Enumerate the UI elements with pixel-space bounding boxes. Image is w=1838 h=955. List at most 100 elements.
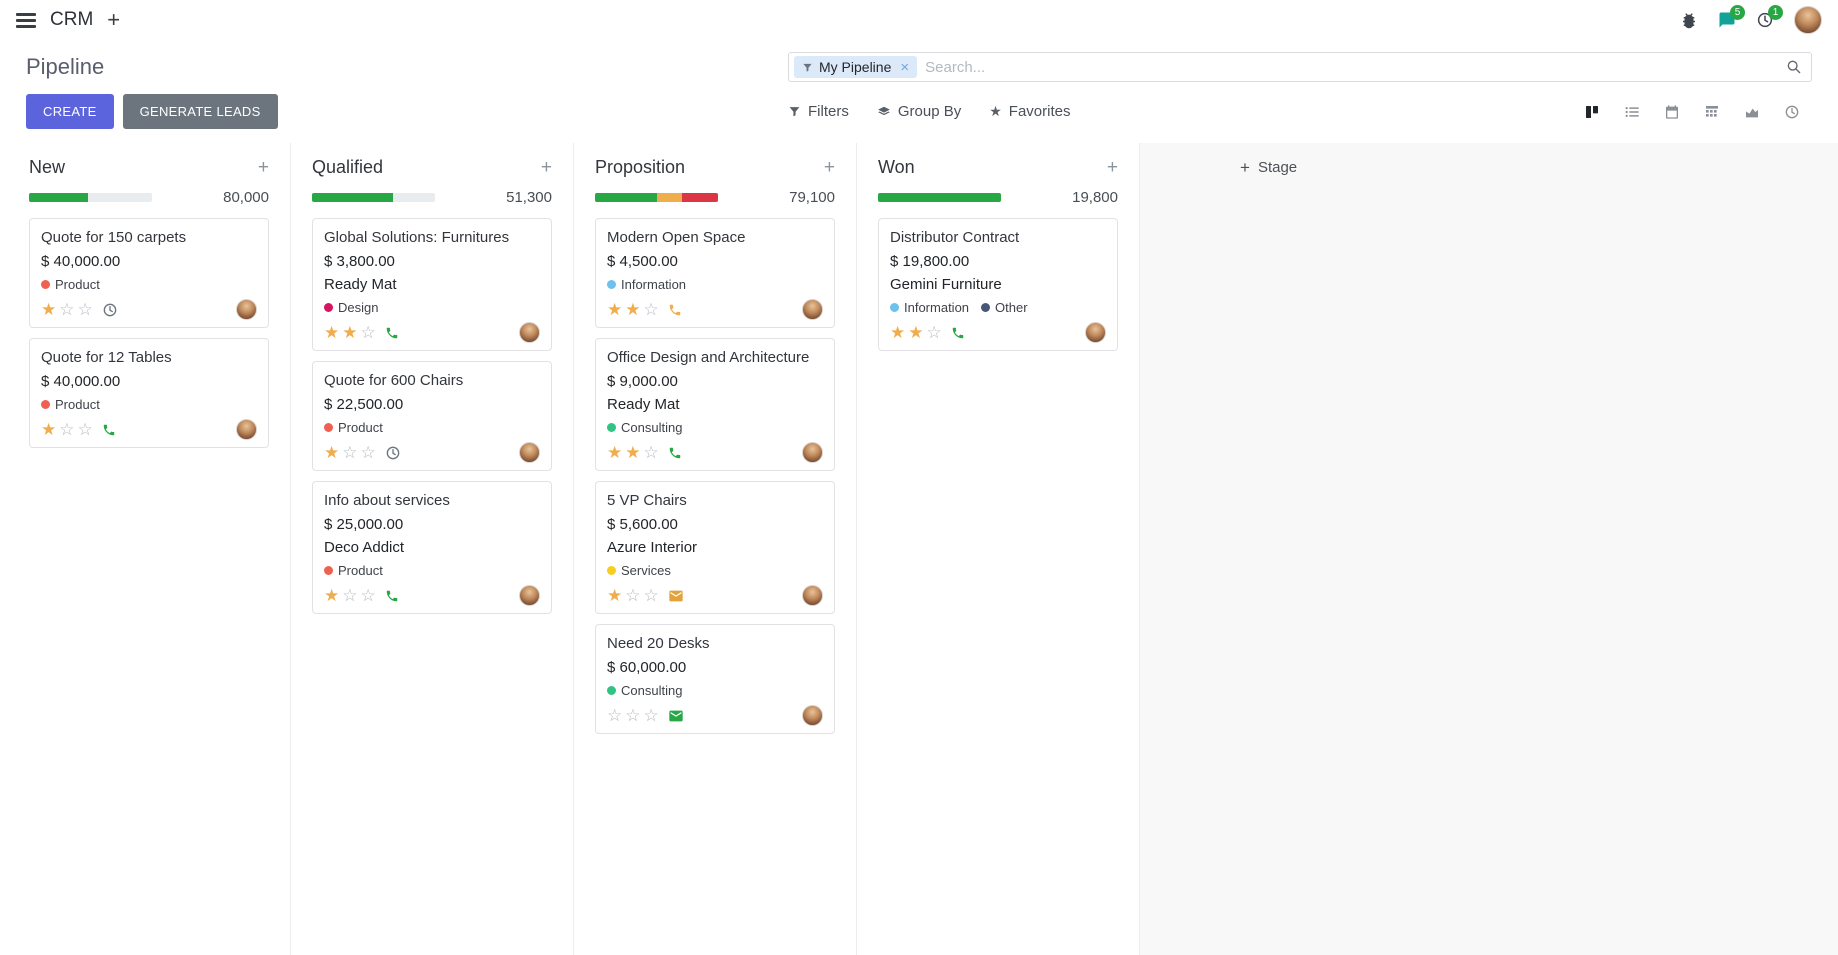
- column-won: Won + 19,800 Distributor Contract $ 19,8…: [857, 143, 1140, 955]
- salesperson-avatar[interactable]: [519, 585, 540, 606]
- salesperson-avatar[interactable]: [802, 705, 823, 726]
- priority-stars[interactable]: ☆ ☆ ☆: [607, 706, 659, 725]
- envelope-icon[interactable]: [668, 708, 684, 724]
- activity-clock-icon[interactable]: 1: [1756, 5, 1783, 29]
- add-stage-area: + Stage: [1140, 143, 1838, 955]
- user-avatar[interactable]: [1794, 6, 1822, 34]
- search-facet-my-pipeline[interactable]: My Pipeline ×: [794, 56, 918, 78]
- card-title: Need 20 Desks: [607, 635, 710, 652]
- plus-icon: +: [1240, 158, 1250, 177]
- kanban-card[interactable]: Office Design and Architecture $ 9,000.0…: [595, 338, 835, 471]
- clock-icon[interactable]: [385, 445, 401, 461]
- card-title: Distributor Contract: [890, 229, 1020, 246]
- tag: Consulting: [607, 420, 682, 435]
- kanban-card[interactable]: Global Solutions: Furnitures $ 3,800.00 …: [312, 218, 552, 351]
- kanban-card[interactable]: Info about services $ 25,000.00 Deco Add…: [312, 481, 552, 614]
- kanban-card[interactable]: Distributor Contract $ 19,800.00 Gemini …: [878, 218, 1118, 351]
- card-amount: $ 5,600.00: [607, 516, 678, 533]
- tag-color-dot: [324, 303, 333, 312]
- salesperson-avatar[interactable]: [802, 299, 823, 320]
- tag-label: Product: [55, 397, 100, 412]
- column-proposition: Proposition + 79,100 Modern Open Space $…: [574, 143, 857, 955]
- create-button[interactable]: CREATE: [26, 94, 114, 129]
- search-input[interactable]: [925, 58, 1778, 76]
- priority-stars[interactable]: ★ ☆ ☆: [41, 300, 93, 319]
- priority-stars[interactable]: ★ ★ ☆: [890, 323, 942, 342]
- phone-icon[interactable]: [668, 303, 682, 317]
- card-title: Office Design and Architecture: [607, 349, 810, 366]
- salesperson-avatar[interactable]: [519, 442, 540, 463]
- kanban-card[interactable]: Need 20 Desks $ 60,000.00 Consulting ☆ ☆ ☆: [595, 624, 835, 734]
- salesperson-avatar[interactable]: [802, 585, 823, 606]
- salesperson-avatar[interactable]: [236, 419, 257, 440]
- generate-leads-button[interactable]: GENERATE LEADS: [122, 94, 278, 129]
- phone-icon[interactable]: [951, 326, 965, 340]
- priority-stars[interactable]: ★ ☆ ☆: [607, 586, 659, 605]
- add-stage-button[interactable]: + Stage: [1240, 159, 1297, 176]
- phone-icon[interactable]: [385, 589, 399, 603]
- priority-stars[interactable]: ★ ★ ☆: [607, 300, 659, 319]
- tag: Consulting: [607, 683, 682, 698]
- salesperson-avatar[interactable]: [802, 442, 823, 463]
- priority-stars[interactable]: ★ ☆ ☆: [41, 420, 93, 439]
- group-by-menu[interactable]: Group By: [877, 103, 961, 120]
- phone-icon[interactable]: [668, 446, 682, 460]
- priority-stars[interactable]: ★ ☆ ☆: [324, 586, 376, 605]
- phone-icon[interactable]: [385, 326, 399, 340]
- calendar-view-button[interactable]: [1652, 97, 1692, 127]
- facet-remove-icon[interactable]: ×: [900, 58, 910, 76]
- salesperson-avatar[interactable]: [519, 322, 540, 343]
- tag-label: Other: [995, 300, 1028, 315]
- tag: Product: [41, 277, 100, 292]
- kanban-card[interactable]: Quote for 12 Tables $ 40,000.00 Product …: [29, 338, 269, 448]
- add-record-icon[interactable]: +: [257, 157, 269, 178]
- tag: Information: [890, 300, 969, 315]
- salesperson-avatar[interactable]: [236, 299, 257, 320]
- activity-view-button[interactable]: [1772, 97, 1812, 127]
- card-amount: $ 40,000.00: [41, 373, 121, 390]
- app-name[interactable]: CRM: [50, 9, 94, 30]
- favorites-menu[interactable]: ★ Favorites: [989, 103, 1070, 120]
- apps-menu-icon[interactable]: [16, 12, 36, 28]
- progress-segment: [595, 193, 657, 202]
- phone-icon[interactable]: [102, 423, 116, 437]
- column-title[interactable]: Won: [878, 157, 915, 177]
- add-record-icon[interactable]: +: [540, 157, 552, 178]
- column-progressbar[interactable]: [29, 193, 152, 202]
- column-title[interactable]: Proposition: [595, 157, 686, 177]
- graph-view-button[interactable]: [1732, 97, 1772, 127]
- column-total: 19,800: [1072, 189, 1118, 206]
- priority-stars[interactable]: ★ ☆ ☆: [324, 443, 376, 462]
- column-title[interactable]: New: [29, 157, 66, 177]
- envelope-icon[interactable]: [668, 588, 684, 604]
- kanban-card[interactable]: Quote for 600 Chairs $ 22,500.00 Product…: [312, 361, 552, 471]
- debug-bug-icon[interactable]: [1680, 11, 1698, 29]
- kanban-card[interactable]: Modern Open Space $ 4,500.00 Information…: [595, 218, 835, 328]
- clock-icon[interactable]: [102, 302, 118, 318]
- column-title[interactable]: Qualified: [312, 157, 384, 177]
- plus-icon[interactable]: +: [107, 7, 121, 32]
- pivot-view-button[interactable]: [1692, 97, 1732, 127]
- graph-icon: [1744, 104, 1760, 120]
- priority-stars[interactable]: ★ ★ ☆: [607, 443, 659, 462]
- tag-label: Information: [904, 300, 970, 315]
- card-title: Quote for 12 Tables: [41, 349, 172, 366]
- column-progressbar[interactable]: [878, 193, 1001, 202]
- column-progressbar[interactable]: [312, 193, 435, 202]
- add-record-icon[interactable]: +: [823, 157, 835, 178]
- messages-icon[interactable]: 5: [1718, 5, 1745, 29]
- search-icon[interactable]: [1786, 59, 1802, 75]
- search-bar[interactable]: My Pipeline ×: [788, 52, 1812, 82]
- tag-color-dot: [607, 686, 616, 695]
- priority-stars[interactable]: ★ ★ ☆: [324, 323, 376, 342]
- salesperson-avatar[interactable]: [1085, 322, 1106, 343]
- filters-menu[interactable]: Filters: [788, 103, 849, 120]
- kanban-card[interactable]: 5 VP Chairs $ 5,600.00 Azure Interior Se…: [595, 481, 835, 614]
- card-amount: $ 9,000.00: [607, 373, 678, 390]
- tag-color-dot: [981, 303, 991, 312]
- kanban-view-button[interactable]: [1572, 97, 1612, 127]
- kanban-card[interactable]: Quote for 150 carpets $ 40,000.00 Produc…: [29, 218, 269, 328]
- list-view-button[interactable]: [1612, 97, 1652, 127]
- add-record-icon[interactable]: +: [1106, 157, 1118, 178]
- column-progressbar[interactable]: [595, 193, 718, 202]
